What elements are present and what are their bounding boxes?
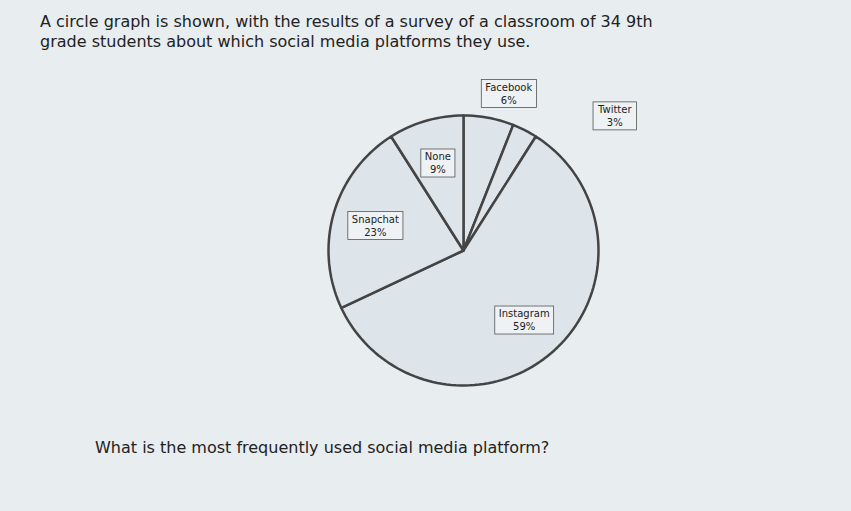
html-text:A circle graph is shown, with: A circle graph is shown, with the result…	[40, 12, 653, 51]
svg-text:None9%: None9%	[425, 151, 451, 175]
html-text:What is the most frequently us: What is the most frequently used social …	[95, 438, 550, 457]
svg-text:Twitter3%: Twitter3%	[597, 104, 632, 128]
svg-text:Instagram59%: Instagram59%	[499, 308, 550, 332]
svg-text:Snapchat23%: Snapchat23%	[352, 214, 399, 238]
svg-text:Facebook6%: Facebook6%	[485, 82, 532, 106]
